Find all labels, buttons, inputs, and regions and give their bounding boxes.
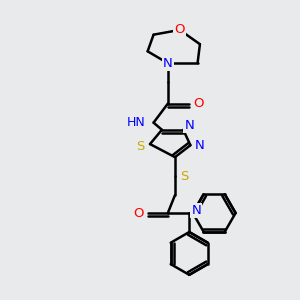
Text: O: O (133, 206, 143, 220)
Text: N: N (184, 118, 194, 131)
Text: N: N (195, 139, 205, 152)
Text: O: O (194, 97, 204, 110)
Text: O: O (175, 23, 185, 36)
Text: N: N (163, 57, 173, 70)
Text: HN: HN (126, 116, 145, 129)
Text: N: N (191, 204, 201, 217)
Text: S: S (136, 140, 145, 153)
Text: S: S (180, 170, 189, 183)
